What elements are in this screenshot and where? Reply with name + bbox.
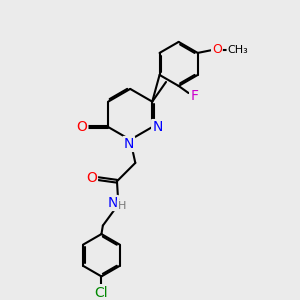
Text: Cl: Cl xyxy=(94,286,108,300)
Text: CH₃: CH₃ xyxy=(227,44,248,55)
Text: O: O xyxy=(76,120,87,134)
Text: O: O xyxy=(212,43,222,56)
Text: O: O xyxy=(86,171,97,185)
Text: H: H xyxy=(118,201,126,211)
Text: N: N xyxy=(124,137,134,151)
Text: N: N xyxy=(107,196,118,210)
Text: F: F xyxy=(190,89,198,103)
Text: N: N xyxy=(152,120,163,134)
